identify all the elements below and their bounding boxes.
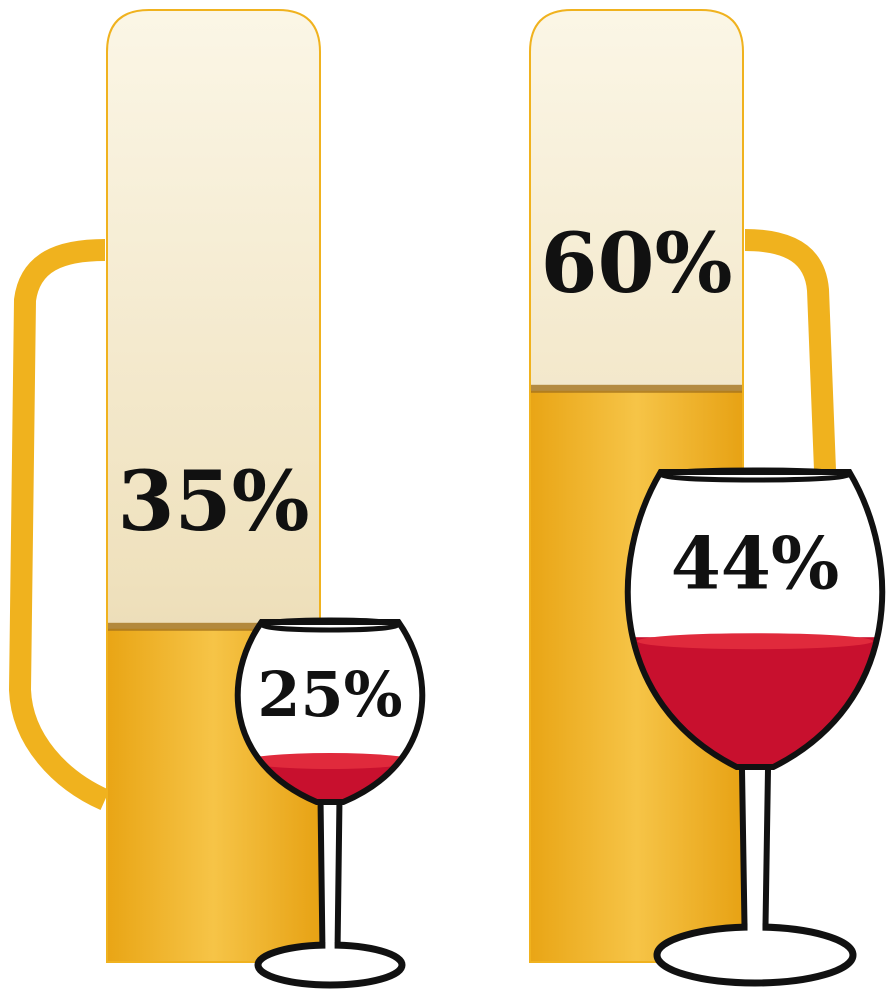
glass-stem [317,797,343,946]
beer-label: 35% [117,454,309,550]
stem-cover [325,941,335,949]
glass-base [653,923,857,987]
wine-label: 44% [671,520,840,605]
glass-outline [234,619,426,805]
stem-cover [747,923,763,931]
wine-label: 25% [257,658,402,731]
glass-rim [658,467,852,483]
foam-line [107,622,320,631]
wine-surface [637,633,873,650]
mug-outline [529,9,744,963]
glass-outline [624,469,886,770]
beer-label: 60% [540,216,732,312]
mug-handle [744,229,836,471]
mug-outline [106,9,321,963]
foam-line [530,384,743,393]
wine-surface [244,753,416,769]
glass-base [254,941,406,989]
glass-rim [259,617,401,633]
glass-stem [738,762,772,928]
mug-handle [8,239,110,811]
